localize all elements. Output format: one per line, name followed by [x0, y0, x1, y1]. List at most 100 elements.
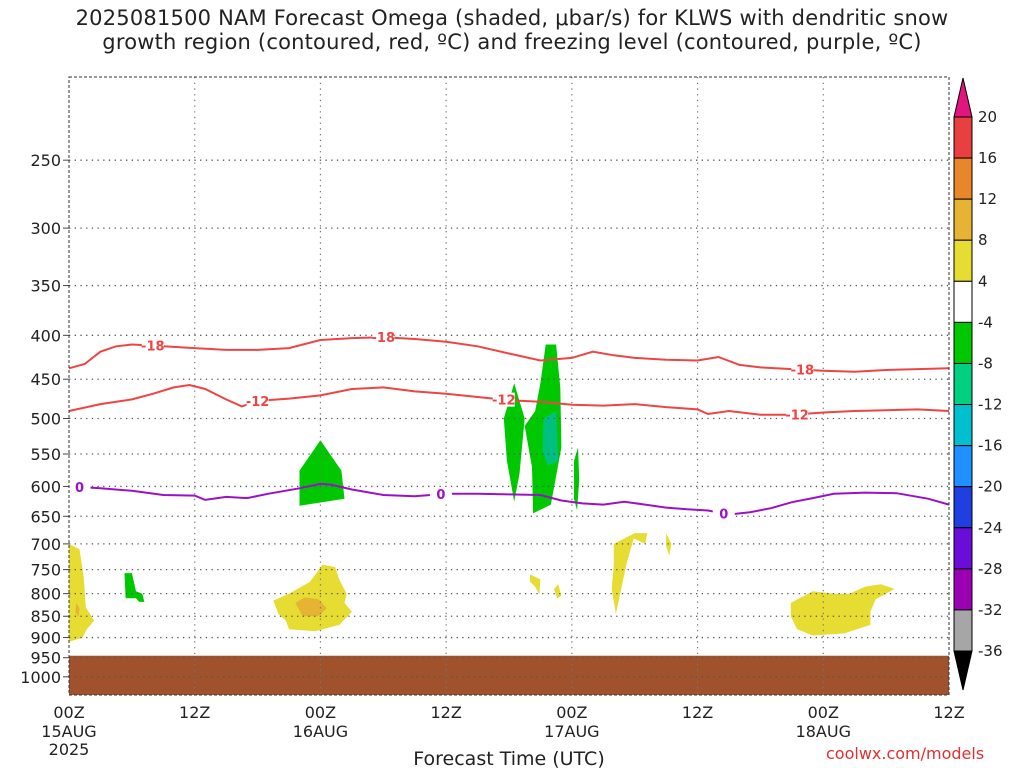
- y-tick-label-400: 400: [30, 326, 61, 345]
- chart-title: 2025081500 NAM Forecast Omega (shaded, μ…: [0, 6, 1024, 54]
- colorbar-swatch--4: [953, 321, 973, 364]
- x-tick-date-24: 16AUG: [293, 722, 348, 741]
- omega-region-green-24h: [299, 440, 345, 506]
- plot-grid-layer: [69, 77, 949, 695]
- contour-label-bg: [786, 407, 809, 422]
- y-tick-label-850: 850: [30, 607, 61, 626]
- colorbar-level--32: -32: [978, 601, 1003, 619]
- contour-line-0-2: [68, 482, 950, 516]
- omega-region-orange-24h: [295, 597, 327, 617]
- y-tick-label-250: 250: [30, 151, 61, 170]
- x-tick-date-48: 17AUG: [544, 722, 599, 741]
- contour-line--18-0: [68, 336, 950, 373]
- contour-label-bg: [712, 506, 735, 521]
- colorbar-swatch-20: [953, 116, 973, 159]
- y-tick-label-450: 450: [30, 370, 61, 389]
- contour-label-bg: [492, 392, 515, 407]
- contour-label-bg: [141, 338, 164, 353]
- x-tick-date-0: 15AUG: [41, 722, 96, 741]
- contour-label--12: -12: [492, 394, 516, 409]
- contour-label-bg: [372, 330, 395, 345]
- x-tick-year-0: 2025: [49, 740, 90, 759]
- colorbar-swatch--12: [953, 404, 973, 447]
- y-tick-label-350: 350: [30, 277, 61, 296]
- colorbar-swatch--24: [953, 527, 973, 570]
- colorbar-level--4: -4: [978, 313, 993, 331]
- colorbar-level--8: -8: [978, 354, 993, 372]
- colorbar-swatch-12: [953, 198, 973, 241]
- x-tick-label-36: 12Z: [430, 703, 461, 722]
- colorbar-level--24: -24: [978, 519, 1003, 537]
- plot-fill-layer: [69, 344, 949, 695]
- omega-region-yellow-46h: [554, 584, 562, 599]
- colorbar-swatch--28: [953, 568, 973, 611]
- y-tick-label-550: 550: [30, 445, 61, 464]
- colorbar-swatch--20: [953, 486, 973, 529]
- x-tick-label-84: 12Z: [933, 703, 964, 722]
- omega-region-yellow-24h: [273, 564, 352, 632]
- colorbar-level-16: 16: [978, 149, 997, 167]
- contour-label--18: -18: [372, 331, 396, 346]
- credit-text: coolwx.com/models: [826, 744, 985, 763]
- contour-label-bg: [791, 362, 814, 377]
- colorbar-level-4: 4: [978, 272, 988, 290]
- y-tick-label-650: 650: [30, 507, 61, 526]
- contour-line--12-1: [68, 383, 950, 416]
- colorbar-level--36: -36: [978, 642, 1003, 660]
- omega-region-yellow-0h: [69, 543, 95, 642]
- contour-label--12: -12: [785, 408, 809, 423]
- colorbar-level-12: 12: [978, 190, 997, 208]
- omega-region-yellow-75h: [790, 584, 895, 636]
- y-tick-label-1000: 1000: [20, 668, 61, 687]
- omega-region-green-48h: [574, 447, 580, 511]
- colorbar-level--12: -12: [978, 396, 1003, 414]
- colorbar-swatch-8: [953, 239, 973, 282]
- y-tick-label-800: 800: [30, 585, 61, 604]
- colorbar-swatch-16: [953, 157, 973, 200]
- colorbar-swatch-4: [953, 280, 973, 323]
- plot-contour-layer: -18 -18 -18 -12 -12 -12 0 0 0: [68, 330, 950, 523]
- y-tick-label-600: 600: [30, 477, 61, 496]
- contour-label-0: 0: [436, 488, 445, 503]
- contour-label--18: -18: [791, 364, 815, 379]
- x-tick-label-72: 00Z: [808, 703, 839, 722]
- y-tick-label-300: 300: [30, 219, 61, 238]
- y-tick-label-750: 750: [30, 561, 61, 580]
- omega-region-yellow-44h: [530, 574, 541, 595]
- colorbar-level-8: 8: [978, 231, 988, 249]
- contour-label-bg: [68, 480, 91, 495]
- colorbar-top-arrow: [953, 77, 973, 118]
- colorbar: -36 -32 -28 -24 -20 -16 -12 -8 -4 4 8 12 16 20: [953, 77, 1003, 691]
- omega-region-orange-0h: [75, 602, 80, 618]
- x-tick-label-48: 00Z: [556, 703, 587, 722]
- x-tick-label-60: 12Z: [682, 703, 713, 722]
- chart-title-line-2: growth region (contoured, red, ºC) and f…: [102, 30, 922, 54]
- x-axis-label: Forecast Time (UTC): [413, 748, 604, 768]
- x-tick-date-72: 18AUG: [796, 722, 851, 741]
- y-tick-label-700: 700: [30, 535, 61, 554]
- x-tick-label-24: 00Z: [305, 703, 336, 722]
- y-tick-label-950: 950: [30, 649, 61, 668]
- x-tick-label-0: 00Z: [53, 703, 84, 722]
- colorbar-swatch--8: [953, 362, 973, 406]
- contour-label--18: -18: [141, 340, 165, 355]
- colorbar-level-20: 20: [978, 108, 997, 126]
- colorbar-level--16: -16: [978, 437, 1003, 455]
- contour-label--12: -12: [246, 395, 270, 410]
- omega-region-green-5h: [124, 573, 145, 602]
- colorbar-bottom-arrow: [953, 650, 973, 691]
- contour-label-bg: [246, 393, 269, 408]
- contour-label-0: 0: [75, 481, 84, 496]
- ground-fill: [69, 655, 949, 695]
- colorbar-swatch--16: [953, 445, 973, 488]
- colorbar-level--28: -28: [978, 560, 1003, 578]
- plot-axes-layer: 250 300 350 400 450 500 550 600 650 700 750 800 850 9…: [20, 76, 965, 759]
- contour-label-0: 0: [719, 508, 728, 523]
- omega-region-green-42h: [503, 383, 525, 502]
- x-tick-label-12: 12Z: [179, 703, 210, 722]
- chart-title-line-1: 2025081500 NAM Forecast Omega (shaded, μ…: [75, 6, 949, 30]
- y-tick-label-900: 900: [30, 629, 61, 648]
- contour-label-bg: [429, 487, 452, 502]
- y-tick-label-500: 500: [30, 409, 61, 428]
